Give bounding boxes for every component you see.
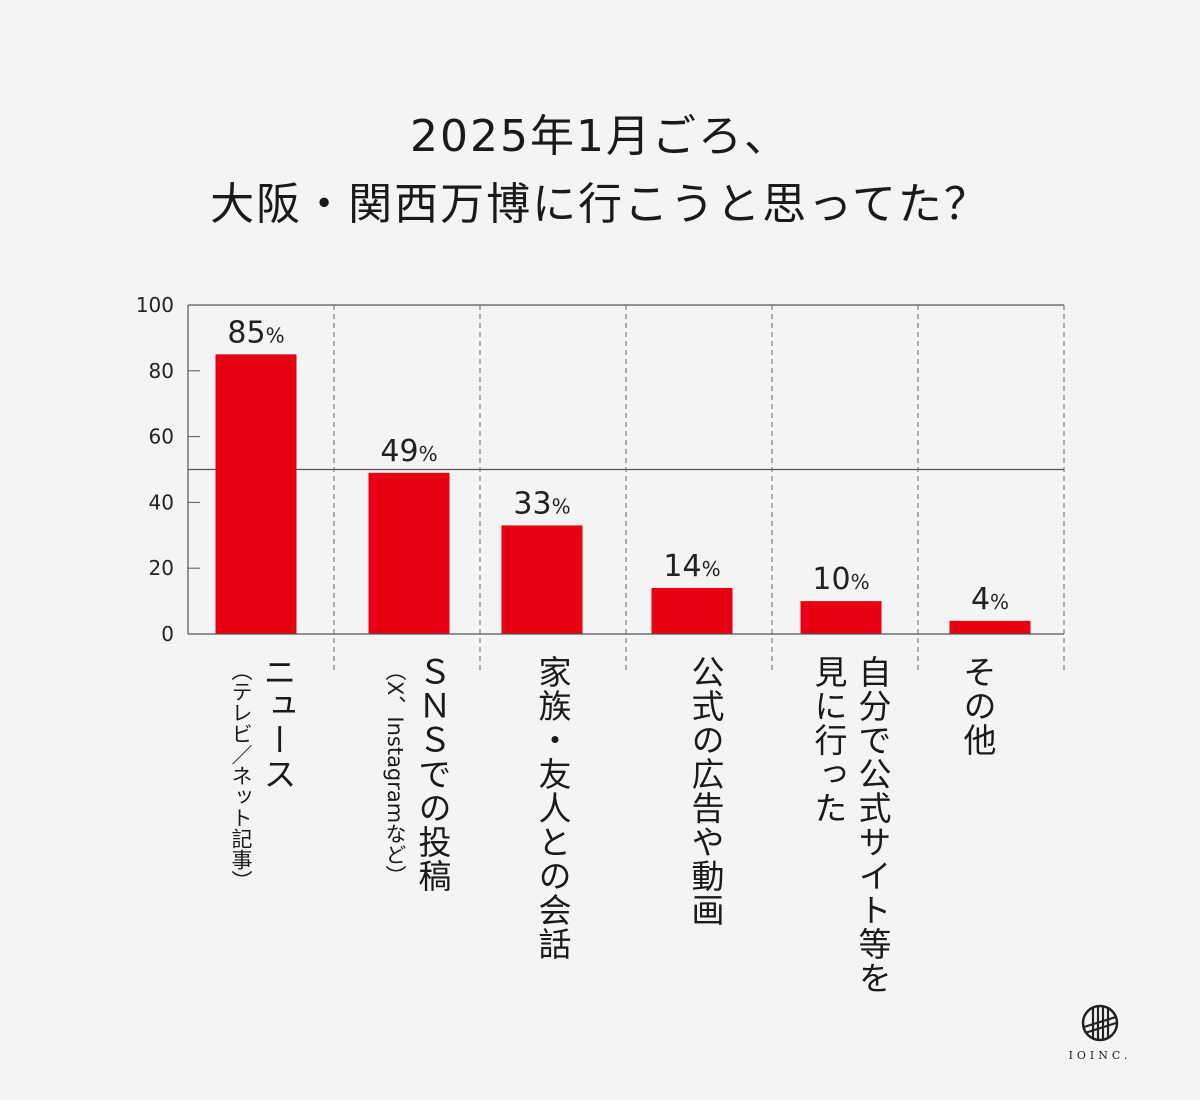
data-label: 14% [663, 549, 720, 584]
x-category-sublabel: （X、Instagramなど） [383, 660, 407, 887]
x-category-label: 家族・友人との会話 [533, 655, 572, 961]
company-logo: IOINC. [1065, 1003, 1135, 1062]
chart-title-line-2: 大阪・関西万博に行こうと思ってた？ [210, 179, 990, 230]
bar [501, 525, 583, 634]
bar [215, 354, 297, 634]
bar [800, 601, 882, 634]
data-label: 49% [380, 434, 437, 469]
x-category-sublabel: （テレビ／ネット記事） [229, 660, 253, 891]
chart-title-line-1: 2025年1月ごろ、 [410, 111, 790, 162]
y-tick-label: 80 [149, 359, 174, 383]
y-tick-label: 60 [149, 425, 174, 449]
data-label: 85% [227, 315, 284, 350]
bar [368, 472, 450, 634]
logo-text: IOINC. [1068, 1049, 1132, 1062]
logo-icon [1081, 1004, 1119, 1042]
x-category-label: 公式の広告や動画 [686, 655, 725, 927]
y-tick-label: 40 [149, 490, 174, 514]
x-category-label: ニュース [258, 655, 297, 791]
y-tick-label: 20 [149, 556, 174, 580]
y-tick-label: 100 [136, 293, 174, 317]
data-label: 10% [812, 562, 869, 597]
bar [949, 620, 1031, 634]
bar [651, 587, 733, 634]
x-category-label: その他 [958, 655, 997, 757]
data-label: 4% [971, 582, 1009, 617]
x-category-label: ＳＮＳでの投稿 [413, 655, 452, 893]
x-category-label: 自分で公式サイト等を 見に行った [809, 655, 892, 995]
data-label: 33% [513, 486, 570, 521]
y-tick-label: 0 [161, 622, 174, 646]
